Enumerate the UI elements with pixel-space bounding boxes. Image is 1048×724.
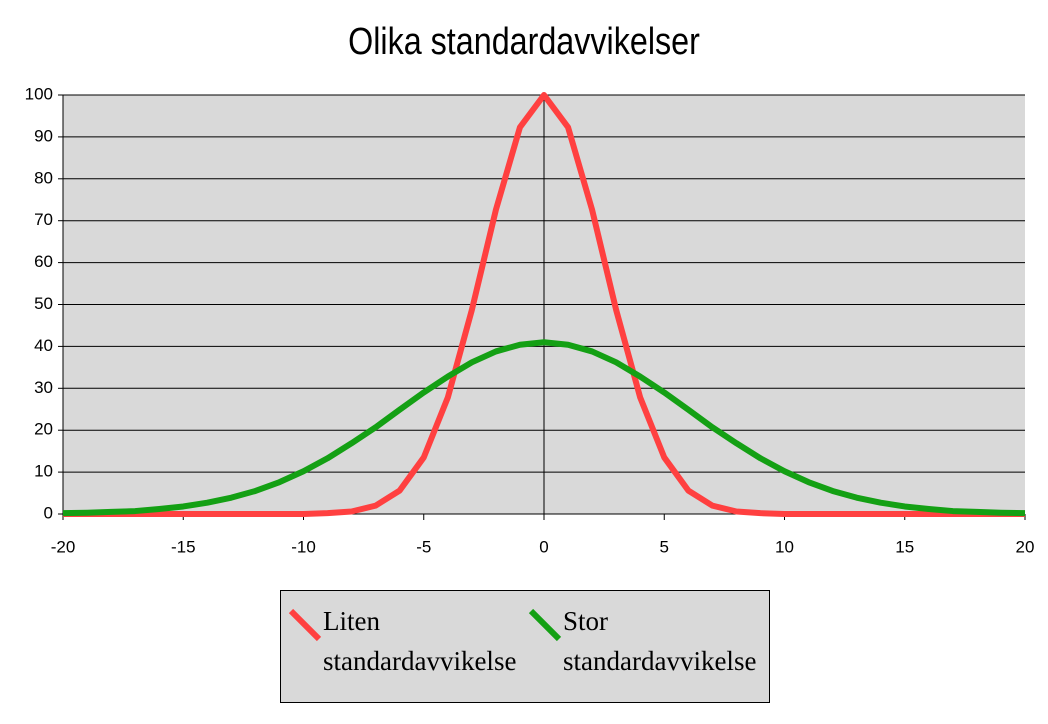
legend-label: Liten standardavvikelse (323, 606, 517, 676)
y-tick-label: 100 (25, 84, 53, 103)
y-tick-label: 40 (34, 336, 53, 355)
y-tick-label: 10 (34, 462, 53, 481)
x-tick-label: -5 (416, 537, 431, 556)
series-line (62, 339, 1026, 517)
x-tick-label: -10 (291, 537, 316, 556)
x-tick-label: -20 (51, 537, 76, 556)
x-tick-label: 10 (775, 537, 794, 556)
y-tick-label: 90 (34, 126, 53, 145)
legend-swatch (288, 608, 322, 642)
legend-icon (528, 608, 562, 642)
series-line (63, 92, 1025, 517)
y-tick-label: 50 (34, 294, 53, 313)
legend-entry: Stor standardavvikelse (521, 591, 761, 702)
x-tick-label: 20 (1016, 537, 1035, 556)
legend: Liten standardavvikelse Stor standardavvi… (280, 590, 770, 703)
x-tick-label: 0 (539, 537, 548, 556)
y-tick-label: 20 (34, 420, 53, 439)
legend-label: Stor standardavvikelse (563, 606, 757, 676)
legend-icon (288, 608, 322, 642)
y-tick-label: 30 (34, 378, 53, 397)
x-tick-label: -15 (171, 537, 196, 556)
legend-entry: Liten standardavvikelse (281, 591, 521, 702)
y-tick-label: 0 (44, 503, 53, 522)
legend-swatch (528, 608, 562, 642)
y-tick-label: 70 (34, 210, 53, 229)
y-tick-label: 60 (34, 252, 53, 271)
y-tick-label: 80 (34, 168, 53, 187)
x-tick-label: 5 (660, 537, 669, 556)
chart-title: Olika standardavvikelser (348, 21, 700, 63)
x-tick-label: 15 (895, 537, 914, 556)
